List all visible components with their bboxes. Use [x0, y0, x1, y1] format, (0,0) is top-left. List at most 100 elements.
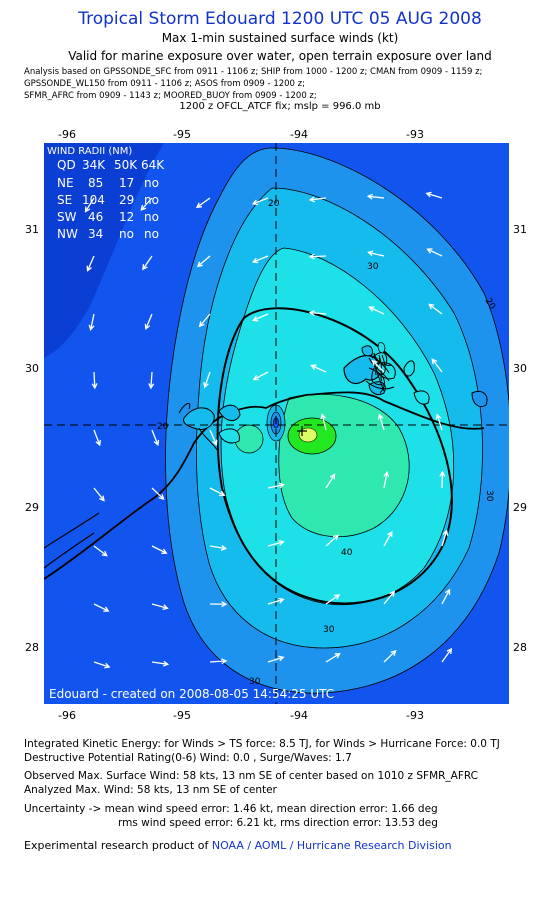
wind-vector-arrow — [325, 653, 341, 663]
wind-vector-arrow — [151, 661, 168, 665]
wind-vector-arrow — [310, 197, 327, 201]
map-subtitle-exposure: Valid for marine exposure over water, op… — [68, 49, 492, 63]
wind-vector-arrowhead — [308, 310, 315, 316]
wind-vector-arrow — [267, 484, 284, 489]
wind-vector-arrowhead — [84, 206, 91, 213]
wind-vector-arrowhead — [389, 590, 396, 597]
radii-50k: 12 — [119, 210, 134, 224]
ike-line: Integrated Kinetic Energy: for Winds > T… — [24, 738, 500, 750]
map-title: Tropical Storm Edouard 1200 UTC 05 AUG 2… — [78, 9, 482, 29]
wind-vector-arrow — [253, 371, 269, 381]
wind-vector-arrowhead — [329, 473, 336, 480]
wind-vector-arrowhead — [334, 594, 341, 600]
uncertainty-line-2: rms wind speed error: 6.21 kt, rms direc… — [118, 817, 438, 829]
wind-vector-arrowhead — [251, 199, 259, 206]
wind-vector-arrowhead — [442, 529, 449, 536]
wind-vector-arrow — [369, 306, 385, 315]
radii-header: QD — [57, 158, 76, 172]
fix-line: 1200 z OFCL_ATCF fix; mslp = 996.0 mb — [179, 101, 381, 112]
contour-label: 30 — [323, 625, 335, 635]
wind-vector-arrowhead — [212, 439, 218, 446]
wind-vector-arrowhead — [144, 323, 151, 331]
wind-vector-arrowhead — [366, 193, 373, 200]
uncertainty-line-1: Uncertainty -> mean wind speed error: 1.… — [24, 803, 438, 815]
wind-vector-arrow — [383, 531, 393, 547]
wind-vector-arrow — [372, 360, 385, 373]
analysis-line: SFMR_AFRC from 0909 - 1143 z; MOORED_BUO… — [24, 91, 317, 101]
lat-tick-left: 31 — [25, 223, 39, 236]
wind-vector-arrowhead — [103, 606, 110, 612]
wind-vector-arrow — [383, 472, 388, 489]
wind-vector-arrow — [427, 248, 443, 257]
lat-tick-left: 29 — [25, 501, 39, 514]
wind-vector-arrow — [199, 313, 211, 327]
wind-vector-arrow — [93, 545, 108, 557]
wind-vector-arrow — [383, 650, 397, 663]
radii-50k: no — [119, 227, 134, 241]
wind-vector-arrowhead — [252, 316, 259, 322]
wind-vector-arrow — [151, 603, 168, 609]
wind-vector-arrowhead — [162, 660, 170, 667]
lat-tick-right: 30 — [513, 362, 527, 375]
wind-vector-arrow — [151, 429, 159, 446]
wind-vector-arrowhead — [383, 470, 390, 478]
radii-quadrant: NW — [57, 227, 78, 241]
wind-vector-arrowhead — [221, 658, 228, 665]
bay-west — [218, 404, 241, 421]
contour-label: 20 — [157, 422, 169, 432]
wind-vector-arrowhead — [99, 495, 105, 502]
radii-50k: 17 — [119, 176, 134, 190]
radii-64k: no — [144, 176, 159, 190]
bay-west — [183, 407, 215, 430]
radii-quadrant: SW — [57, 210, 77, 224]
wind-vector-arrow — [267, 541, 284, 547]
wind-vector-arrow — [253, 313, 269, 321]
wind-band-weak-nw — [44, 143, 164, 358]
bay-shore — [365, 380, 395, 390]
wind-vector-arrowhead — [162, 604, 169, 611]
analyzed-max-line: Analyzed Max. Wind: 58 kts, 13 nm SE of … — [24, 784, 277, 796]
bay-small — [403, 360, 415, 377]
bay-east — [471, 390, 488, 407]
bay-shore — [368, 357, 390, 382]
wind-vector-arrowhead — [220, 545, 228, 551]
wind-vector-arrow — [209, 487, 225, 496]
coastline-inner — [44, 532, 95, 569]
credit-prefix: Experimental research product of — [24, 839, 209, 852]
credit-line: Experimental research product of NOAA / … — [24, 839, 554, 853]
wind-vector-arrowhead — [332, 534, 339, 541]
lon-tick-bottom: -93 — [406, 709, 424, 722]
lat-tick-right: 28 — [513, 641, 527, 654]
wind-vector-arrowhead — [320, 413, 327, 420]
wind-vector-arrowhead — [425, 191, 432, 198]
lon-tick-top: -93 — [406, 128, 424, 141]
wind-vector-arrowhead — [153, 439, 160, 447]
wind-vector-arrowhead — [446, 647, 453, 655]
contour-label: 20 — [268, 199, 280, 209]
bay — [361, 345, 373, 357]
lon-tick-top: -95 — [173, 128, 191, 141]
radii-quadrant: NE — [57, 176, 74, 190]
lon-tick-bottom: -94 — [290, 709, 308, 722]
wind-vector-arrow — [142, 255, 153, 270]
wind-vector-arrowhead — [158, 494, 165, 501]
wind-vector-arrow — [311, 364, 327, 373]
wind-vector-arrow — [252, 255, 269, 263]
wind-vector-arrowhead — [390, 649, 397, 656]
map-credit: Edouard - created on 2008-08-05 14:54:25… — [49, 687, 334, 701]
wind-vector-arrow — [426, 192, 443, 199]
wind-vector-arrowhead — [219, 490, 226, 497]
radii-34k: 46 — [88, 210, 103, 224]
radii-header: 50K — [114, 158, 138, 172]
hrd-link[interactable]: NOAA / AOML / Hurricane Research Divisio… — [211, 839, 452, 852]
radii-quadrant: SE — [57, 193, 72, 207]
bay-small — [413, 390, 430, 405]
wind-vector-arrow — [368, 251, 385, 257]
wind-vector-arrow — [321, 414, 327, 431]
radii-header: 64K — [141, 158, 165, 172]
wind-vector-arrow — [267, 598, 284, 605]
wind-vector-arrow — [140, 197, 153, 211]
contour-label: 30 — [249, 677, 261, 687]
wind-vector-arrow — [309, 255, 327, 258]
wind-vector-arrowhead — [439, 470, 446, 477]
